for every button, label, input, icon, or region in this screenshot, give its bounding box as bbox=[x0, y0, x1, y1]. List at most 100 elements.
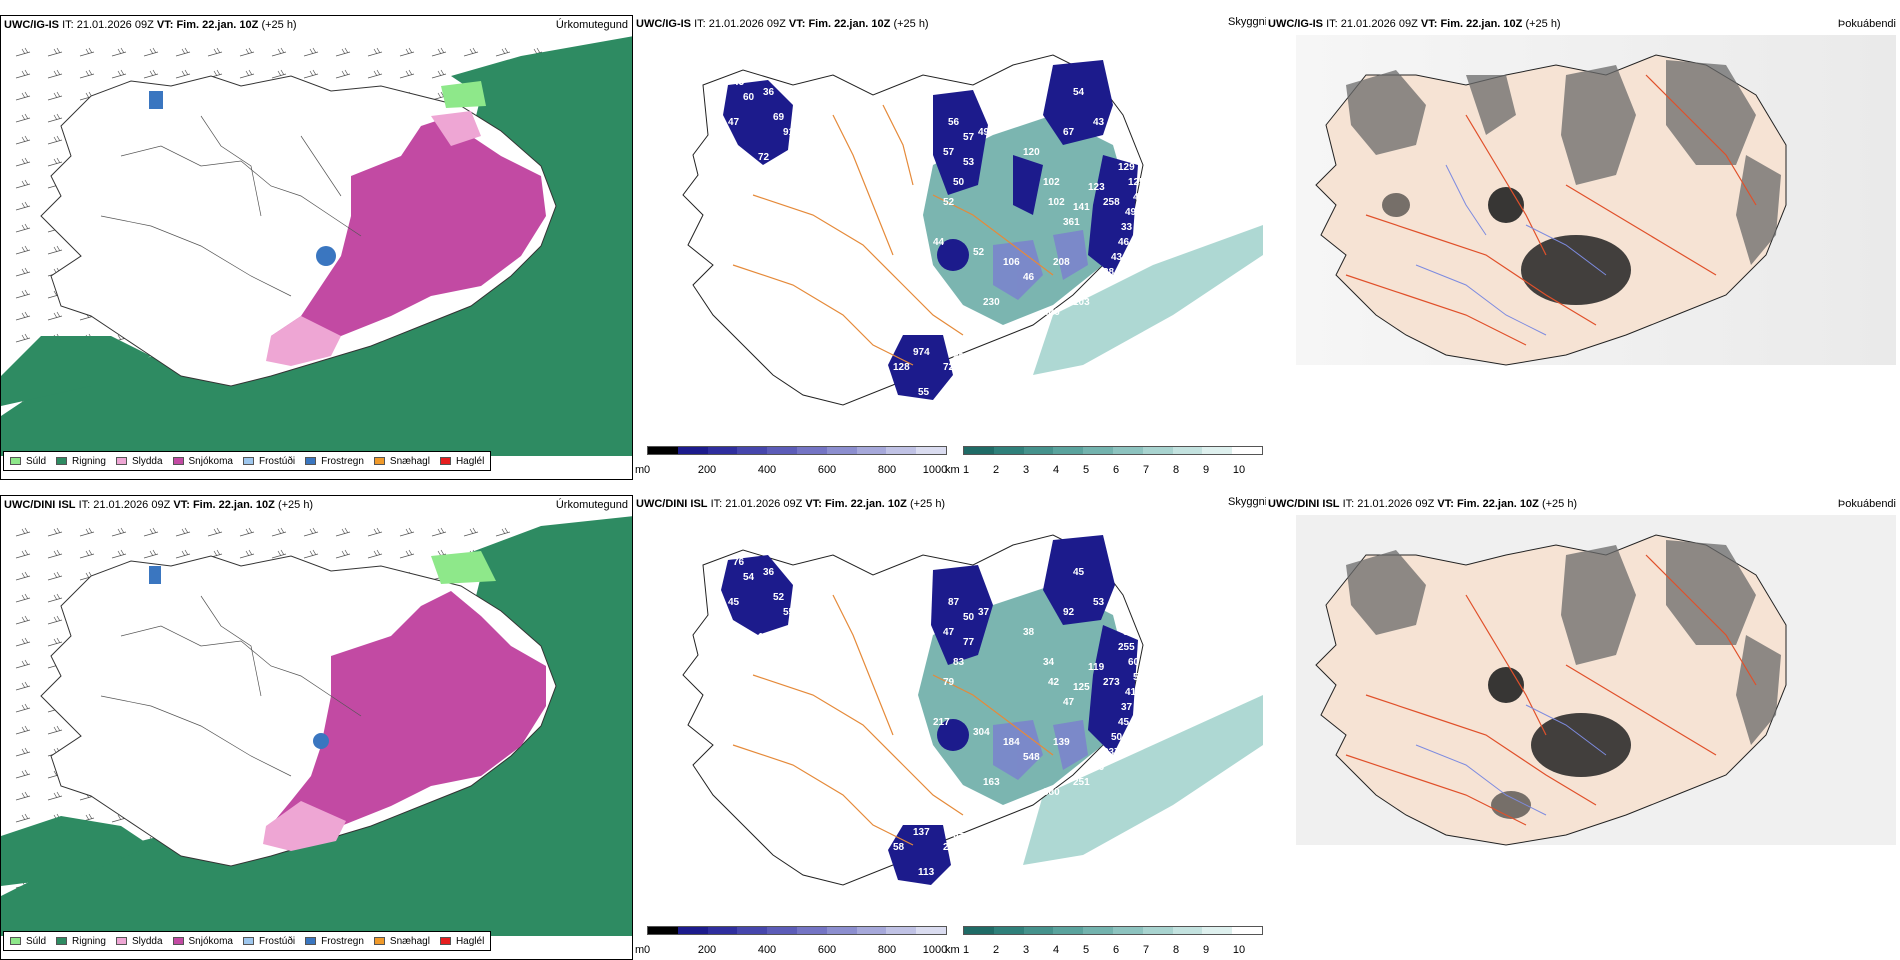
elevation-number: 69 bbox=[773, 112, 785, 123]
precip-type-panel-1: UWC/IG-IS IT: 21.01.2026 09Z VT: Fim. 22… bbox=[0, 15, 633, 480]
wind-barb bbox=[79, 527, 95, 537]
elevation-number: 113 bbox=[918, 867, 935, 878]
elevation-number: 159 bbox=[1013, 817, 1030, 828]
wind-barb bbox=[399, 527, 415, 537]
elevation-number: 125 bbox=[1073, 682, 1090, 693]
legend-item: Súld bbox=[10, 936, 46, 947]
fog-map bbox=[1296, 35, 1896, 366]
elevation-number: 486 bbox=[1043, 307, 1060, 318]
fog-rivers bbox=[1415, 164, 1607, 336]
legend-swatch-frz-rain bbox=[305, 937, 317, 945]
elevation-number: 46 bbox=[1093, 762, 1105, 773]
wind-barb bbox=[271, 47, 287, 57]
frzrain-spot-2 bbox=[149, 566, 161, 584]
legend-item: Snjókoma bbox=[172, 456, 233, 467]
wind-barb bbox=[239, 69, 255, 79]
elevation-number: 57 bbox=[943, 147, 955, 158]
legend-item: Snæhagl bbox=[373, 936, 430, 947]
wind-barb bbox=[367, 527, 383, 537]
elevation-number: 60 bbox=[1128, 657, 1140, 668]
elevation-number: 37 bbox=[1121, 702, 1133, 713]
elevation-number: 36 bbox=[763, 87, 775, 98]
panel-title-fog: Þokuábendi bbox=[1837, 498, 1896, 510]
elevation-number: 76 bbox=[733, 557, 745, 568]
visibility-panel-2: UWC/DINI ISL IT: 21.01.2026 09Z VT: Fim.… bbox=[633, 495, 1266, 960]
wind-barb bbox=[143, 69, 159, 79]
fog-land bbox=[1315, 534, 1787, 846]
wind-barb bbox=[495, 47, 511, 57]
init-time: 21.01.2026 09Z bbox=[93, 499, 171, 511]
lead-time: (+25 h) bbox=[277, 499, 314, 511]
wind-barb bbox=[15, 703, 31, 713]
wind-barb bbox=[47, 571, 63, 581]
legend-item: Frostúði bbox=[242, 456, 295, 467]
elevation-number: 255 bbox=[1118, 642, 1135, 653]
panel-title-fog: Þokuábendi bbox=[1837, 18, 1896, 30]
legend-swatch-sleet bbox=[115, 937, 127, 945]
wind-barb bbox=[15, 637, 31, 647]
wind-barb bbox=[303, 527, 319, 537]
elevation-number: 38 bbox=[1023, 627, 1035, 638]
legend-swatch-snow-pellets bbox=[373, 457, 385, 465]
vis-light-blobs bbox=[993, 720, 1088, 780]
fog-grey-areas bbox=[1346, 540, 1781, 745]
elevation-number: 129 bbox=[1118, 162, 1135, 173]
elevation-number: 49 bbox=[978, 127, 990, 138]
elevation-number: 54 bbox=[1073, 87, 1085, 98]
wind-barb bbox=[431, 69, 447, 79]
legend-item: Haglél bbox=[439, 456, 484, 467]
sleet-area bbox=[266, 316, 341, 366]
elevation-number: 50 bbox=[1111, 732, 1123, 743]
wind-barb bbox=[79, 549, 95, 559]
elevation-number: 49 bbox=[1125, 207, 1137, 218]
elevation-number: 102 bbox=[1043, 177, 1060, 188]
panel-header: UWC/DINI ISL IT: 21.01.2026 09Z VT: Fim.… bbox=[636, 498, 946, 510]
elevation-number: 83 bbox=[953, 352, 965, 363]
wind-barb bbox=[15, 113, 31, 123]
precip-legend: Súld Rigning Slydda Snjókoma Frostúði Fr… bbox=[3, 451, 492, 471]
elevation-number: 217 bbox=[933, 717, 950, 728]
model-name: UWC/DINI ISL bbox=[4, 499, 76, 511]
wind-barb bbox=[399, 549, 415, 559]
fog-roads bbox=[1345, 554, 1757, 826]
elevation-number: 58 bbox=[893, 842, 905, 853]
wind-barb bbox=[79, 69, 95, 79]
precip-type-map bbox=[1, 36, 632, 456]
elevation-number: 40 bbox=[833, 337, 845, 348]
elevation-number: 38 bbox=[1103, 267, 1115, 278]
wind-barb bbox=[239, 47, 255, 57]
wind-barb bbox=[303, 549, 319, 559]
elevation-number: 41 bbox=[1125, 687, 1137, 698]
elevation-number: 55 bbox=[783, 607, 795, 618]
init-time: 21.01.2026 09Z bbox=[76, 19, 154, 31]
wind-barb bbox=[463, 47, 479, 57]
valid-time: Fim. 22.jan. 10Z bbox=[176, 19, 259, 31]
wind-barb bbox=[47, 725, 63, 735]
panel-title-visibility: Skyggni bbox=[1228, 16, 1268, 28]
vis-light-blobs bbox=[993, 230, 1088, 300]
elevation-number: 54 bbox=[1123, 627, 1135, 638]
wind-barb bbox=[47, 615, 63, 625]
elevation-number: 60 bbox=[743, 92, 755, 103]
lead-time: (+25 h) bbox=[261, 19, 297, 31]
wind-barb bbox=[239, 527, 255, 537]
elevation-number: 123 bbox=[758, 632, 775, 643]
elevation-colorbar: m 0 200 400 600 800 1000 bbox=[635, 926, 947, 956]
valid-time: Fim. 22.jan. 10Z bbox=[192, 499, 275, 511]
wind-barb bbox=[399, 69, 415, 79]
wind-barb bbox=[207, 47, 223, 57]
wind-barb bbox=[143, 527, 159, 537]
elevation-number: 56 bbox=[948, 117, 960, 128]
drizzle-area bbox=[431, 551, 496, 584]
elevation-number: 33 bbox=[1121, 222, 1133, 233]
elevation-number: 337 bbox=[1103, 747, 1120, 758]
wind-barb bbox=[15, 615, 31, 625]
legend-item: Frostregn bbox=[305, 936, 364, 947]
wind-barb bbox=[15, 333, 31, 343]
elevation-number: 48 bbox=[733, 77, 745, 88]
legend-swatch-hail bbox=[439, 457, 451, 465]
elevation-number: 92 bbox=[1063, 607, 1075, 618]
legend-item: Rigning bbox=[56, 456, 106, 467]
wind-barb bbox=[15, 725, 31, 735]
